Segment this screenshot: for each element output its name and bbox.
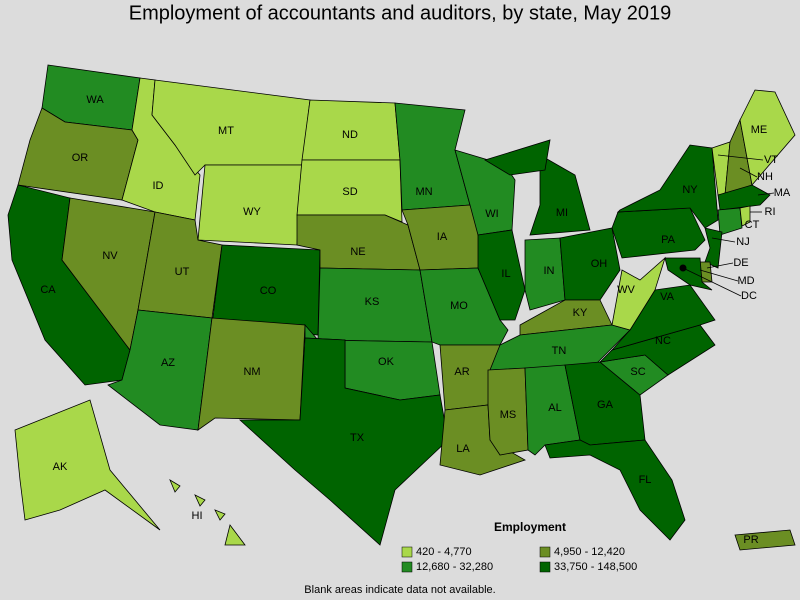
state-label: AK <box>53 461 68 473</box>
state-label: HI <box>192 510 203 522</box>
state <box>717 207 743 236</box>
state-label: KY <box>573 307 588 319</box>
state <box>544 439 686 541</box>
state-label: GA <box>597 399 614 411</box>
state-label: AZ <box>161 357 175 369</box>
legend-swatch <box>539 546 551 558</box>
leader-line <box>682 267 742 297</box>
state-label: DE <box>733 257 748 269</box>
state-label: MO <box>450 300 468 312</box>
state-label: VT <box>764 154 778 166</box>
state <box>717 184 771 211</box>
note: Blank areas indicate data not available. <box>304 584 495 596</box>
legend: 420 - 4,770 4,950 - 12,420 12,680 - 32,280… <box>401 546 637 573</box>
map-title: Employment of accountants and auditors, … <box>129 2 672 24</box>
state <box>238 337 449 546</box>
state-label: SC <box>630 366 645 378</box>
state-label: UT <box>175 266 190 278</box>
state-label: TN <box>552 345 567 357</box>
state-label: IA <box>437 231 448 243</box>
leader-line <box>717 154 764 161</box>
state-label: TX <box>350 432 365 444</box>
state <box>519 299 613 336</box>
state-label: AR <box>454 366 469 378</box>
leader-line <box>706 262 734 269</box>
state-label: AL <box>548 402 561 414</box>
state-label: DC <box>741 290 757 302</box>
leader-line <box>699 269 739 282</box>
state-label: IN <box>544 265 555 277</box>
state-label: WA <box>86 94 104 106</box>
state <box>169 479 181 493</box>
state-label: MA <box>774 187 791 199</box>
state-label: FL <box>639 474 652 486</box>
state-label: KS <box>365 296 380 308</box>
state-label: NM <box>243 366 260 378</box>
state <box>477 229 526 321</box>
state <box>529 154 591 236</box>
state-label: NC <box>655 335 671 347</box>
state-label: SD <box>342 186 357 198</box>
state-label: MN <box>415 186 432 198</box>
state <box>616 144 719 229</box>
state <box>559 227 621 301</box>
state <box>14 399 161 531</box>
state <box>734 529 796 551</box>
leader-line <box>739 167 758 178</box>
state-label: MT <box>218 125 234 137</box>
state-label: ID <box>153 180 164 192</box>
state <box>224 524 246 546</box>
state-labels: WA OR CA NV ID MT WY UT AZ CO NM ND SD NE KS OK TX MN IA MO… <box>40 94 791 546</box>
leader-line <box>711 237 736 243</box>
state-label: OK <box>378 356 395 368</box>
state-label: RI <box>765 206 776 218</box>
state-label: IL <box>501 268 510 280</box>
legend-title: Employment <box>494 520 566 534</box>
legend-swatch <box>539 561 551 573</box>
legend-label: 12,680 - 32,280 <box>416 561 493 573</box>
state <box>611 207 706 259</box>
state-label: ND <box>342 129 358 141</box>
state <box>739 205 751 227</box>
state-label: NV <box>102 250 118 262</box>
state-label: MS <box>500 409 517 421</box>
state-label: WY <box>243 206 261 218</box>
state <box>197 317 306 431</box>
state-label: NE <box>350 246 365 258</box>
state <box>194 494 206 507</box>
state-label: ME <box>751 124 768 136</box>
state <box>664 257 713 291</box>
state-label: LA <box>456 443 470 455</box>
state-label: NH <box>757 171 773 183</box>
state-label: MI <box>556 207 568 219</box>
state-label: CT <box>745 219 760 231</box>
legend-label: 33,750 - 148,500 <box>554 561 637 573</box>
state-label: PA <box>661 234 676 246</box>
state-label: MD <box>737 275 754 287</box>
legend-label: 420 - 4,770 <box>416 546 472 558</box>
state-label: WV <box>617 284 635 296</box>
states <box>7 64 796 551</box>
state <box>524 237 566 311</box>
state-label: VA <box>660 291 675 303</box>
legend-label: 4,950 - 12,420 <box>554 546 625 558</box>
state <box>704 227 723 269</box>
state <box>214 509 226 521</box>
state-label: NY <box>682 184 698 196</box>
state <box>484 139 551 176</box>
state-label: CA <box>40 284 56 296</box>
state-label: WI <box>485 208 498 220</box>
state-label: PR <box>743 534 758 546</box>
state-label: CO <box>260 285 277 297</box>
state-label: NJ <box>736 236 749 248</box>
leader-line <box>757 192 775 196</box>
state-label: OH <box>591 258 608 270</box>
legend-swatch <box>401 561 413 573</box>
state <box>739 89 796 186</box>
legend-swatch <box>401 546 413 558</box>
state-label: OR <box>72 152 89 164</box>
